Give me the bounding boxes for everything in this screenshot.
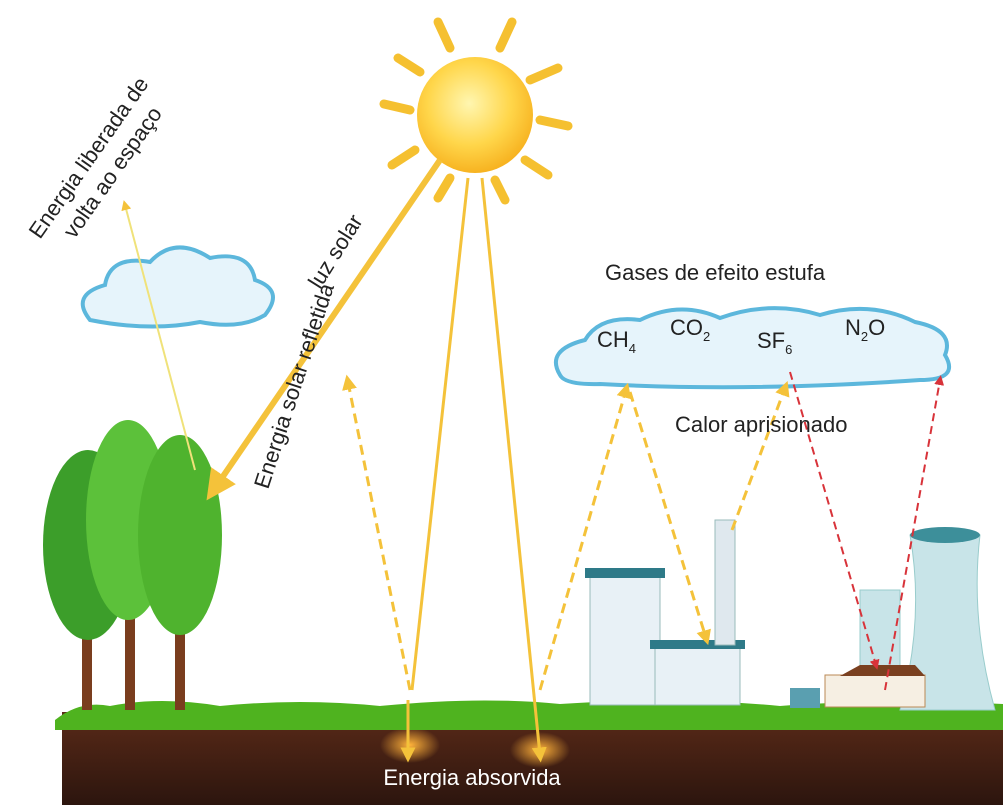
trapped-label: Calor aprisionado bbox=[675, 412, 847, 437]
glow bbox=[380, 727, 440, 763]
greenhouse-diagram: Energia liberada de volta ao espaço luz … bbox=[0, 0, 1003, 805]
factory bbox=[585, 520, 820, 708]
absorbed-label: Energia absorvida bbox=[383, 765, 561, 790]
gases-title: Gases de efeito estufa bbox=[605, 260, 826, 285]
trees bbox=[43, 420, 222, 710]
formula-base: SF bbox=[757, 328, 785, 353]
formula-sub: 6 bbox=[785, 342, 792, 357]
arrows bbox=[125, 160, 940, 755]
formula-sub: 2 bbox=[861, 329, 868, 344]
formula-base: N bbox=[845, 315, 861, 340]
cloud bbox=[83, 247, 273, 326]
sun bbox=[384, 22, 568, 200]
formula-tail: O bbox=[868, 315, 885, 340]
formula-base: CH bbox=[597, 327, 629, 352]
space-label: Energia liberada de volta ao espaço bbox=[24, 67, 180, 259]
formula-base: CO bbox=[670, 315, 703, 340]
formula-sub: 2 bbox=[703, 329, 710, 344]
formula-sub: 4 bbox=[629, 341, 636, 356]
